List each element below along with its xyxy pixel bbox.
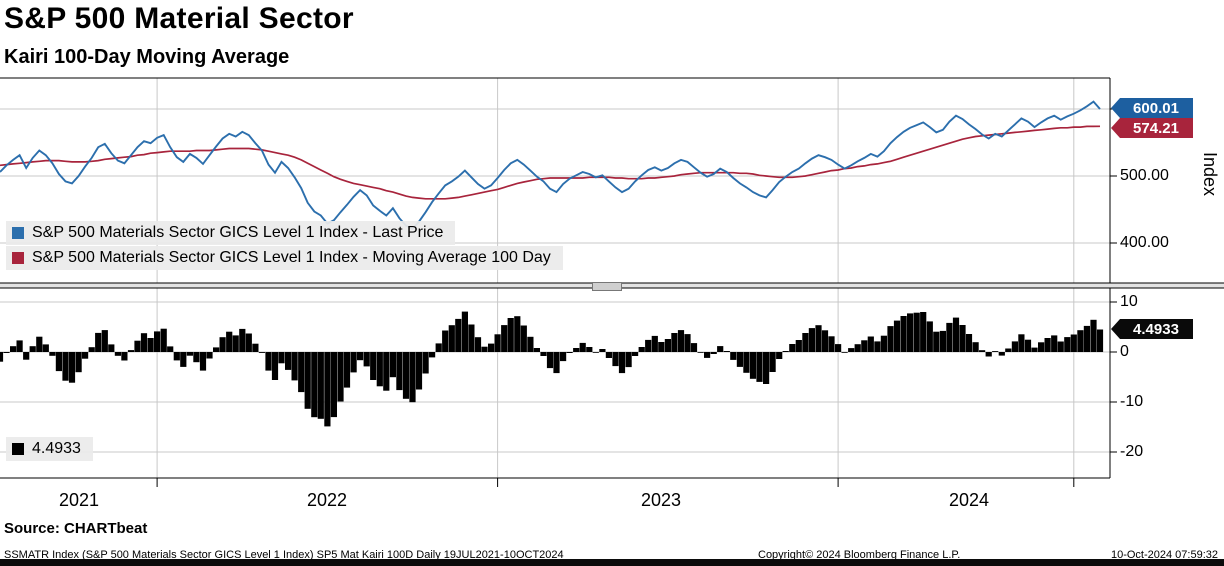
- legend-label-kairi: 4.4933: [32, 440, 81, 457]
- ytick-label-500: 500.00: [1120, 167, 1169, 184]
- legend-item-last-price[interactable]: S&P 500 Materials Sector GICS Level 1 In…: [6, 221, 456, 245]
- xtick-label-2023: 2023: [640, 490, 682, 510]
- ytick-label-400: 400.00: [1120, 234, 1169, 251]
- kairi-swatch-icon: [12, 443, 24, 455]
- kairi-value-badge: 4.4933: [1111, 319, 1193, 339]
- timestamp: 10-Oct-2024 07:59:32: [1110, 549, 1218, 561]
- chart-description: SSMATR Index (S&P 500 Materials Sector G…: [4, 549, 564, 561]
- last-price-swatch-icon: [12, 227, 24, 239]
- source-line: Source: CHARTbeat: [4, 520, 148, 537]
- xtick-label-2021: 2021: [58, 490, 100, 510]
- ytick-label-neg20: -20: [1120, 443, 1144, 460]
- page-title: S&P 500 Material Sector: [4, 2, 354, 35]
- last-price-value-badge: 600.01: [1111, 98, 1193, 118]
- legend-label-moving-average: S&P 500 Materials Sector GICS Level 1 In…: [32, 249, 551, 266]
- xtick-label-2022: 2022: [306, 490, 348, 510]
- copyright-text: Copyright© 2024 Bloomberg Finance L.P.: [758, 549, 961, 561]
- moving-average-swatch-icon: [12, 252, 24, 264]
- xtick-label-2024: 2024: [948, 490, 990, 510]
- legend-item-moving-average[interactable]: S&P 500 Materials Sector GICS Level 1 In…: [6, 246, 563, 270]
- bottom-bar: [0, 559, 1224, 566]
- page-subtitle: Kairi 100-Day Moving Average: [4, 46, 290, 68]
- panel-splitter-handle[interactable]: [592, 282, 622, 291]
- legend-item-kairi[interactable]: 4.4933: [6, 437, 93, 461]
- ytick-label-pos10: 10: [1120, 293, 1138, 310]
- moving-average-value-badge: 574.21: [1111, 118, 1193, 138]
- ytick-label-neg10: -10: [1120, 393, 1144, 410]
- ytick-label-zero: 0: [1120, 343, 1129, 360]
- y-axis-title: Index: [1200, 152, 1220, 197]
- legend-label-last-price: S&P 500 Materials Sector GICS Level 1 In…: [32, 224, 444, 241]
